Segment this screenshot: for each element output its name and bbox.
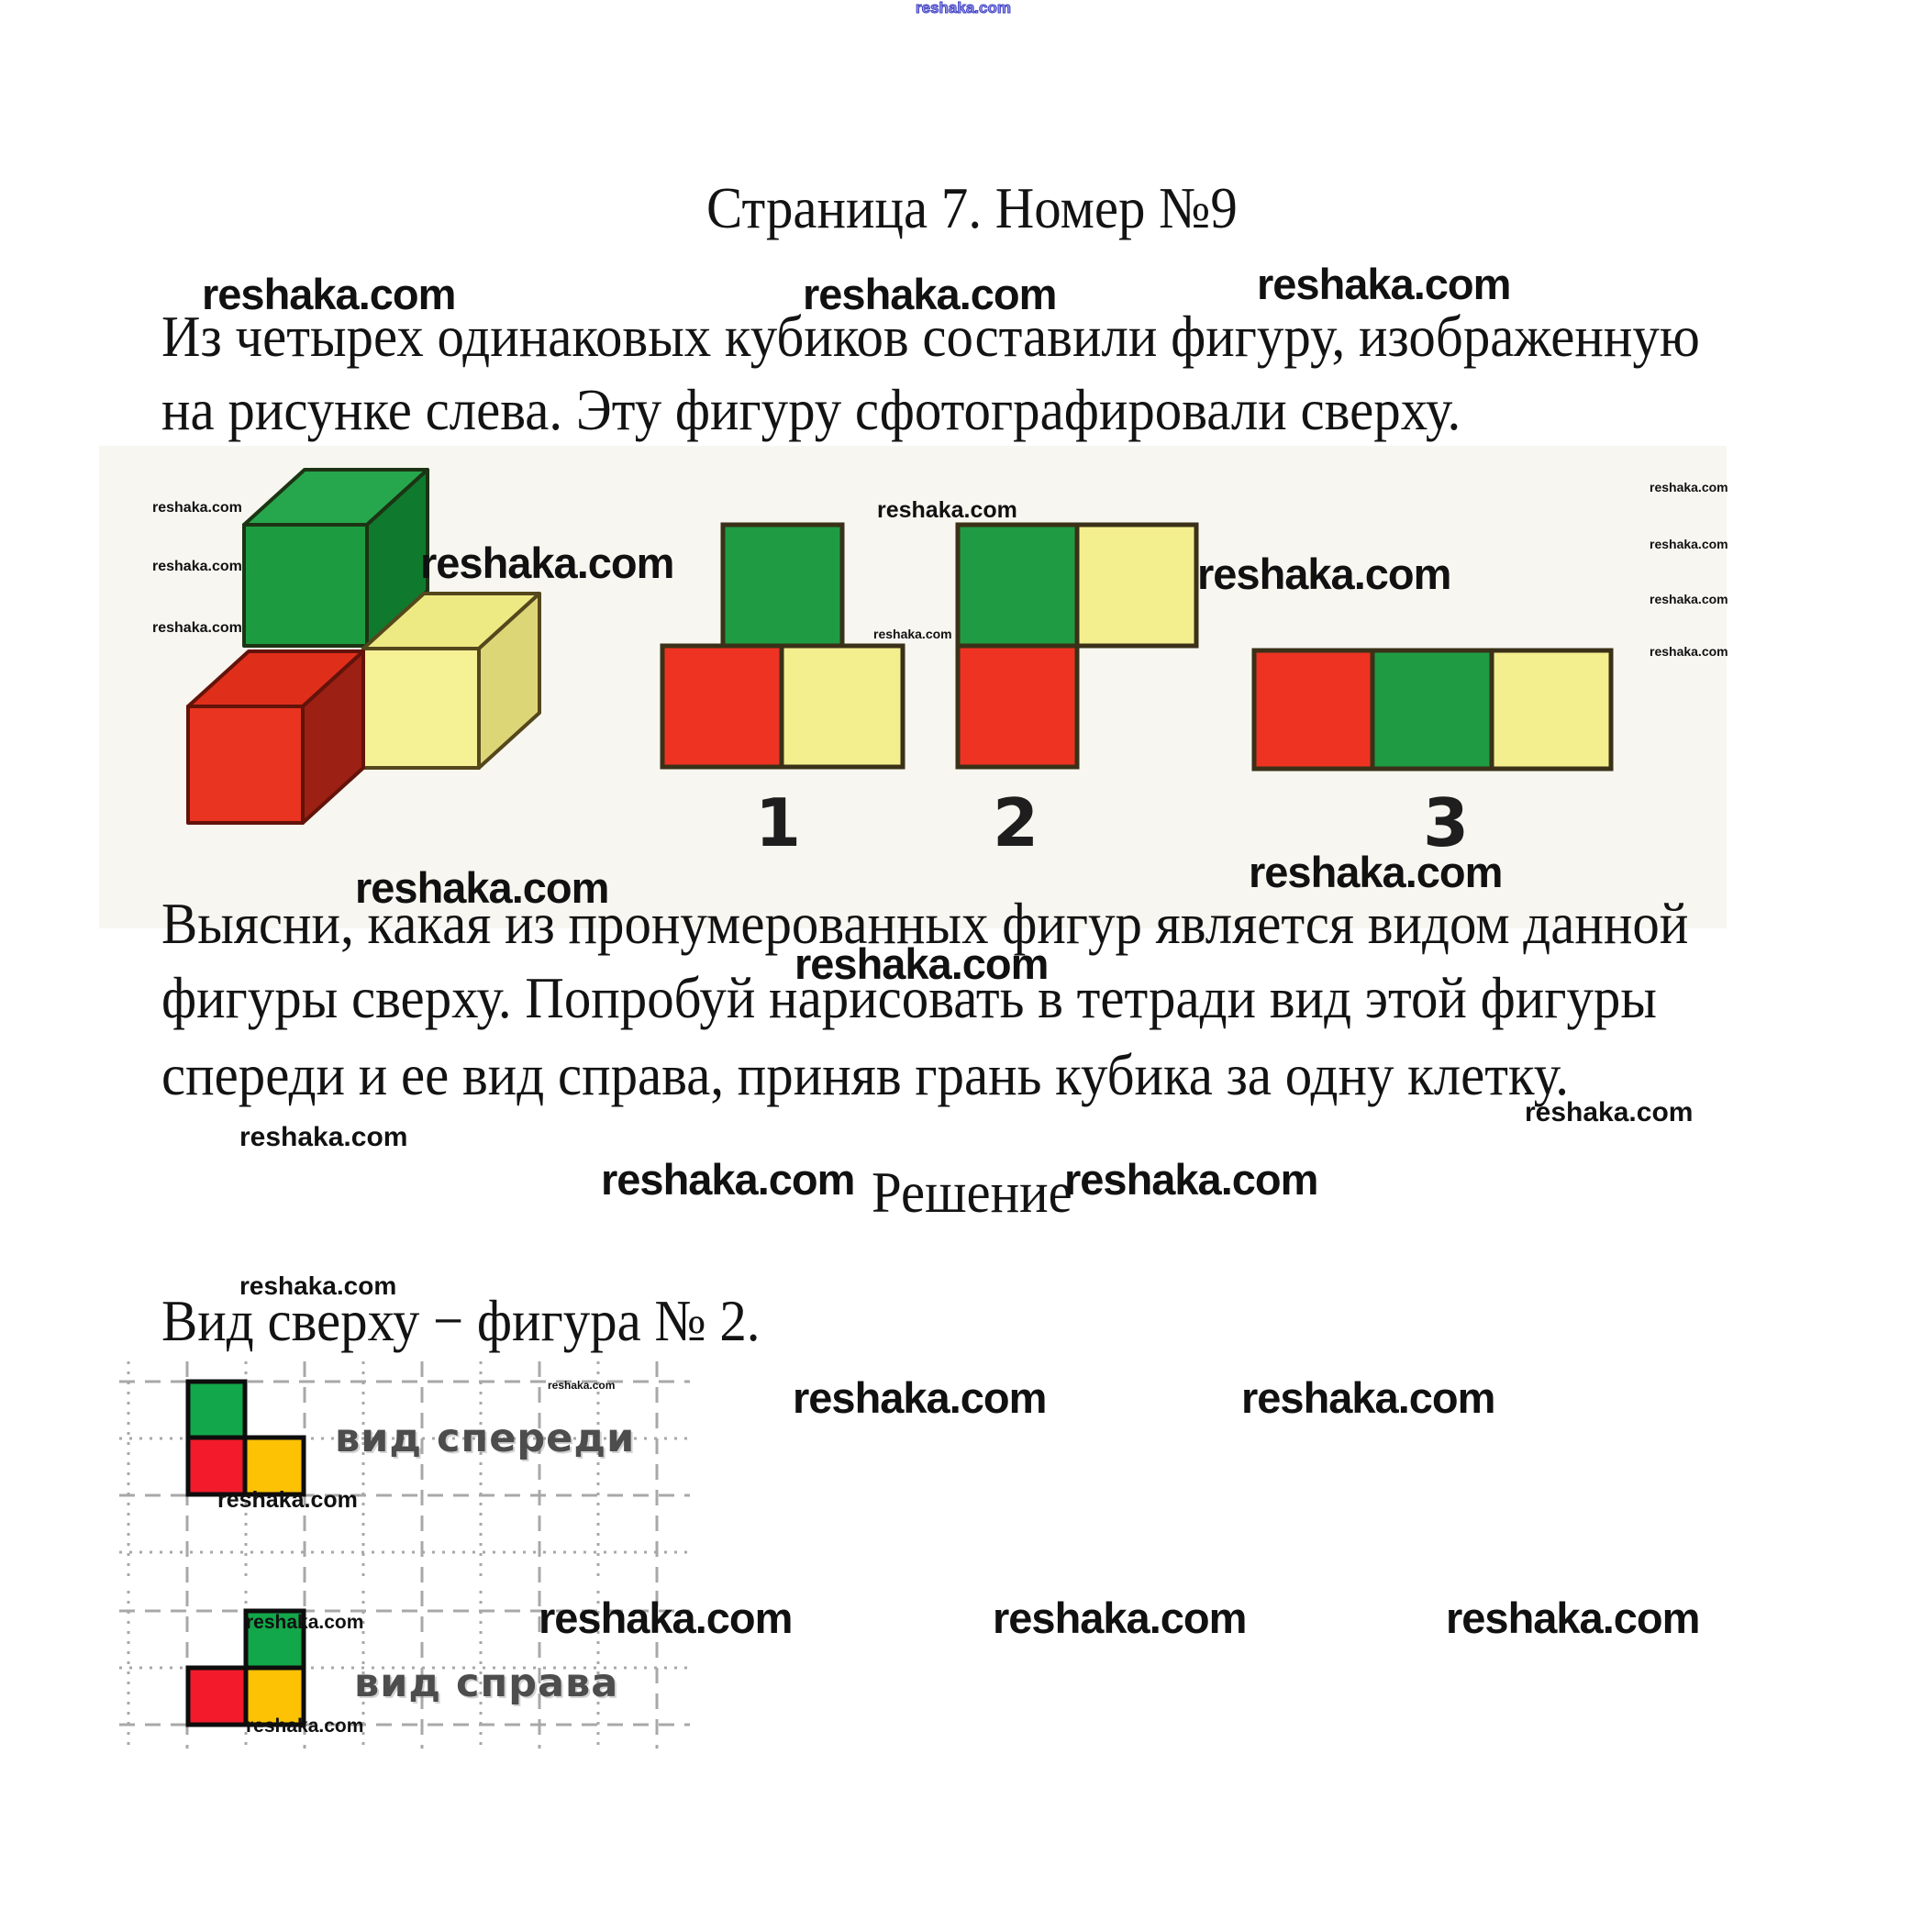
watermark: reshaka.com <box>1257 260 1511 308</box>
watermark: reshaka.com <box>793 1373 1047 1422</box>
figure2-red-square <box>955 643 1080 770</box>
right-view-grid <box>119 1591 690 1749</box>
figure1-red-square <box>660 643 784 770</box>
watermark: reshaka.com <box>1064 1155 1318 1204</box>
front-view-figure <box>185 1379 306 1497</box>
cube-yellow <box>361 592 541 770</box>
page-title: Страница 7. Номер №9 <box>706 175 1238 240</box>
watermark: reshaka.com <box>1446 1593 1700 1642</box>
watermark: reshaka.com <box>1241 1373 1495 1422</box>
problem-paragraph2-line3: спереди и ее вид справа, приняв грань ку… <box>161 1042 1570 1107</box>
watermark: reshaka.com <box>239 1122 408 1152</box>
watermark: reshaka.com <box>916 0 1012 17</box>
figure-2: 2 <box>955 522 1199 861</box>
cube-red <box>186 650 365 825</box>
figure3-yellow-square <box>1489 648 1614 772</box>
figure-1: 1 <box>660 522 905 861</box>
right-view-green-square <box>243 1608 306 1671</box>
cube-green-front-face <box>242 523 369 648</box>
figure3-green-square <box>1370 648 1494 772</box>
figure2-number: 2 <box>993 784 1039 861</box>
problem-paragraph2-line1: Выясни, какая из пронумерованных фигур я… <box>161 891 1689 956</box>
cube-red-front-face <box>186 705 305 825</box>
watermark: reshaka.com <box>993 1593 1247 1642</box>
cube-yellow-front-face <box>361 647 481 770</box>
figure3-number: 3 <box>1423 784 1469 861</box>
right-view-label: вид справа <box>354 1660 619 1706</box>
problem-paragraph1-line1: Из четырех одинаковых кубиков составили … <box>161 304 1700 369</box>
figure2-yellow-square <box>1074 522 1199 649</box>
figure-3d-cubes <box>186 468 541 825</box>
right-view-orange-square <box>243 1665 306 1727</box>
solution-heading: Решение <box>872 1160 1072 1225</box>
front-view-green-square <box>185 1379 248 1440</box>
front-view-label: вид спереди <box>335 1416 636 1461</box>
answer-text: Вид сверху − фигура № 2. <box>161 1288 761 1353</box>
problem-paragraph2-line2: фигуры сверху. Попробуй нарисовать в тет… <box>161 965 1657 1030</box>
figure3-red-square <box>1251 648 1375 772</box>
figure-3: 3 <box>1251 648 1614 861</box>
right-view-figure <box>185 1608 306 1727</box>
figure1-number: 1 <box>755 784 801 861</box>
view-diagrams <box>119 1361 690 1749</box>
figure1-yellow-square <box>779 643 905 770</box>
right-view-red-square <box>185 1665 249 1727</box>
figures-illustration: 1 2 3 <box>99 446 1727 928</box>
problem-paragraph1-line2: на рисунке слева. Эту фигуру сфотографир… <box>161 377 1461 442</box>
front-view-orange-square <box>242 1435 306 1497</box>
front-view-red-square <box>185 1435 248 1497</box>
watermark: reshaka.com <box>601 1155 855 1204</box>
cube-green <box>242 468 429 648</box>
figure2-green-square <box>955 522 1080 649</box>
figure1-green-square <box>720 522 845 649</box>
